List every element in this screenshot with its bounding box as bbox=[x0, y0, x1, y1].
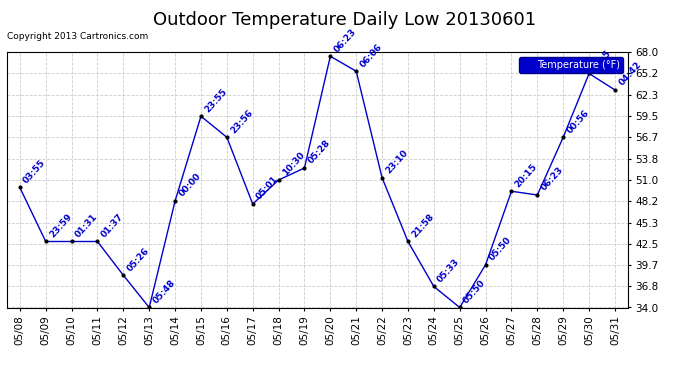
Text: 00:00: 00:00 bbox=[177, 172, 203, 199]
Text: 05:33: 05:33 bbox=[436, 257, 462, 284]
Text: 05:48: 05:48 bbox=[151, 278, 177, 305]
Text: 05:01: 05:01 bbox=[255, 175, 280, 202]
Text: 01:31: 01:31 bbox=[74, 212, 99, 239]
Text: 01:37: 01:37 bbox=[99, 212, 126, 239]
Text: 05:26: 05:26 bbox=[126, 246, 151, 273]
Text: 03:55: 03:55 bbox=[22, 158, 48, 185]
Text: 23:55: 23:55 bbox=[203, 87, 229, 114]
Text: 05:28: 05:28 bbox=[306, 138, 333, 166]
Text: 20:15: 20:15 bbox=[513, 162, 540, 189]
Text: 05:50: 05:50 bbox=[462, 278, 487, 305]
Text: 21:58: 21:58 bbox=[410, 212, 436, 239]
Text: 06:23: 06:23 bbox=[540, 165, 565, 193]
Text: 10:30: 10:30 bbox=[281, 151, 306, 178]
Legend: Temperature (°F): Temperature (°F) bbox=[519, 57, 623, 73]
Text: 06:06: 06:06 bbox=[358, 42, 384, 69]
Text: 23:56: 23:56 bbox=[229, 108, 255, 135]
Text: 00:56: 00:56 bbox=[565, 108, 591, 135]
Text: 23:59: 23:59 bbox=[48, 212, 74, 239]
Text: 04:42: 04:42 bbox=[617, 60, 643, 88]
Text: Copyright 2013 Cartronics.com: Copyright 2013 Cartronics.com bbox=[7, 32, 148, 41]
Text: 06:23: 06:23 bbox=[333, 27, 358, 54]
Text: 23:10: 23:10 bbox=[384, 148, 410, 176]
Text: 05:50: 05:50 bbox=[488, 236, 513, 262]
Text: Outdoor Temperature Daily Low 20130601: Outdoor Temperature Daily Low 20130601 bbox=[153, 11, 537, 29]
Text: 23:5̂: 23:5̂ bbox=[591, 49, 613, 71]
